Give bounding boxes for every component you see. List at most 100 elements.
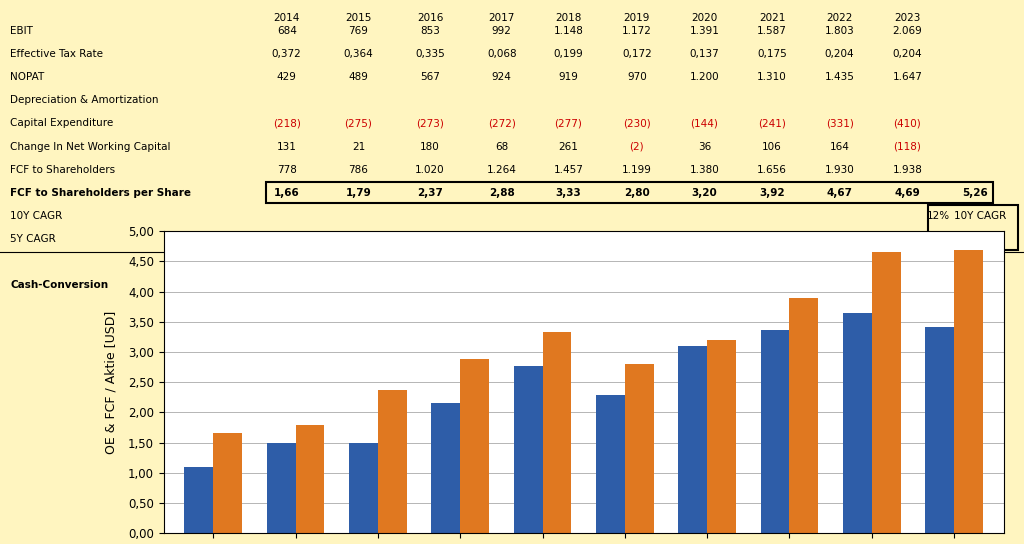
Text: 135%: 135%	[415, 281, 445, 290]
Text: 116%: 116%	[757, 281, 787, 290]
Text: Capital Expenditure: Capital Expenditure	[10, 119, 114, 128]
Text: (277): (277)	[554, 119, 583, 128]
Text: 1.930: 1.930	[824, 165, 855, 175]
Text: 10Y CAGR: 10Y CAGR	[10, 211, 62, 221]
Text: 0,335: 0,335	[415, 49, 445, 59]
Text: 96%: 96%	[347, 281, 370, 290]
Text: Depreciation & Amortization: Depreciation & Amortization	[10, 95, 159, 105]
Bar	[708, 340, 736, 533]
Text: 1,66: 1,66	[273, 188, 300, 198]
Text: 1,79: 1,79	[345, 188, 372, 198]
Text: 131: 131	[276, 141, 297, 152]
Text: 5Y CAGR: 5Y CAGR	[954, 234, 1000, 244]
Text: 10Y CAGR: 10Y CAGR	[954, 211, 1007, 221]
Text: (410): (410)	[893, 119, 922, 128]
Bar	[625, 364, 653, 533]
Text: 137%: 137%	[553, 281, 584, 290]
Bar	[514, 367, 543, 533]
Text: 0,199: 0,199	[553, 49, 584, 59]
Text: 0,175: 0,175	[757, 49, 787, 59]
Text: (331): (331)	[825, 119, 854, 128]
Bar	[596, 395, 625, 533]
Text: 2023: 2023	[894, 13, 921, 23]
Text: 5,26: 5,26	[962, 188, 988, 198]
Text: 853: 853	[420, 26, 440, 36]
Bar	[296, 425, 325, 533]
Text: 489: 489	[348, 72, 369, 82]
Text: EBIT: EBIT	[10, 26, 33, 36]
Text: 970: 970	[627, 72, 647, 82]
Text: 429: 429	[276, 72, 297, 82]
Text: 0,204: 0,204	[893, 49, 922, 59]
Text: 2020: 2020	[691, 13, 718, 23]
Text: 3,20: 3,20	[691, 188, 718, 198]
Bar	[871, 252, 901, 533]
Text: 261: 261	[558, 141, 579, 152]
Text: 164: 164	[829, 141, 850, 152]
Text: 2.069: 2.069	[892, 26, 923, 36]
Text: Effective Tax Rate: Effective Tax Rate	[10, 49, 103, 59]
Text: 924: 924	[492, 72, 512, 82]
Bar	[213, 433, 242, 533]
Bar	[378, 390, 407, 533]
Text: (2): (2)	[630, 141, 644, 152]
Text: 1.020: 1.020	[416, 165, 444, 175]
Text: 1.435: 1.435	[824, 72, 855, 82]
Text: (218): (218)	[272, 119, 301, 128]
Bar	[678, 346, 708, 533]
Text: 36: 36	[698, 141, 711, 152]
Text: FCF to Shareholders per Share: FCF to Shareholders per Share	[10, 188, 191, 198]
Text: (144): (144)	[690, 119, 719, 128]
Text: 0,204: 0,204	[825, 49, 854, 59]
Text: 111%: 111%	[622, 281, 652, 290]
Text: 21: 21	[352, 141, 365, 152]
Text: 684: 684	[276, 26, 297, 36]
Text: 0,172: 0,172	[622, 49, 652, 59]
Bar	[266, 443, 296, 533]
Text: 113%: 113%	[824, 281, 855, 290]
Text: (230): (230)	[623, 119, 651, 128]
Text: Cash-Conversion: Cash-Conversion	[10, 281, 109, 290]
Text: 0,068: 0,068	[487, 49, 516, 59]
Text: 1.380: 1.380	[689, 165, 720, 175]
Text: 992: 992	[492, 26, 512, 36]
Text: 1.264: 1.264	[486, 165, 517, 175]
Text: 567: 567	[420, 72, 440, 82]
Text: 7%: 7%	[930, 234, 946, 244]
Text: 2021: 2021	[759, 13, 785, 23]
Text: 786: 786	[348, 165, 369, 175]
Text: 1.656: 1.656	[757, 165, 787, 175]
Text: 1.200: 1.200	[690, 72, 719, 82]
Text: 120%: 120%	[690, 281, 719, 290]
Y-axis label: OE & FCF / Aktie [USD]: OE & FCF / Aktie [USD]	[104, 311, 117, 454]
Text: Change In Net Working Capital: Change In Net Working Capital	[10, 141, 171, 152]
Text: 2015: 2015	[345, 13, 372, 23]
Text: 1.647: 1.647	[892, 72, 923, 82]
Text: 4,69: 4,69	[894, 188, 921, 198]
Bar	[761, 330, 790, 533]
Text: 1.199: 1.199	[622, 165, 652, 175]
Text: 1.310: 1.310	[757, 72, 787, 82]
Text: 3,92: 3,92	[759, 188, 785, 198]
Text: 180: 180	[420, 141, 440, 152]
Text: 12%: 12%	[927, 211, 949, 221]
Text: 0,372: 0,372	[271, 49, 302, 59]
Text: 2014: 2014	[273, 13, 300, 23]
Text: 769: 769	[348, 26, 369, 36]
Text: 1.172: 1.172	[622, 26, 652, 36]
Text: 112%: 112%	[486, 281, 517, 290]
Text: (272): (272)	[487, 119, 516, 128]
Text: FCF to Shareholders: FCF to Shareholders	[10, 165, 116, 175]
Bar	[184, 467, 213, 533]
Text: 0,364: 0,364	[343, 49, 374, 59]
Bar	[349, 443, 378, 533]
Text: (275): (275)	[344, 119, 373, 128]
Text: (118): (118)	[893, 141, 922, 152]
Text: 919: 919	[558, 72, 579, 82]
Text: 1.587: 1.587	[757, 26, 787, 36]
Bar	[843, 313, 871, 533]
Text: 2019: 2019	[624, 13, 650, 23]
Text: 1.938: 1.938	[892, 165, 923, 175]
Bar	[790, 298, 818, 533]
Text: 2,80: 2,80	[624, 188, 650, 198]
